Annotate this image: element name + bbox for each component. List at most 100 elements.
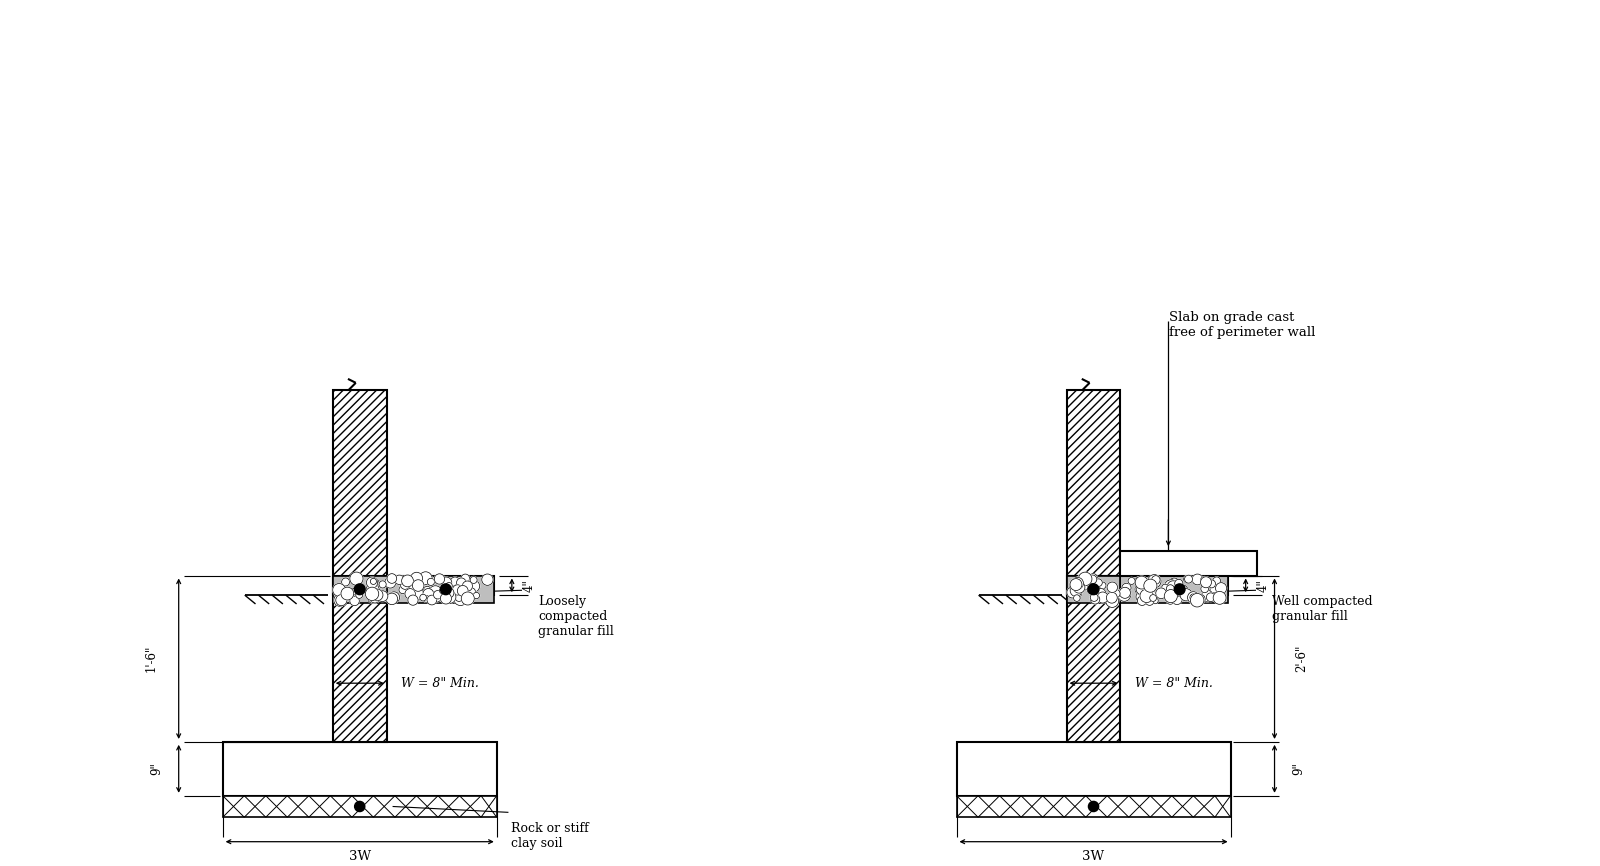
Circle shape (336, 586, 344, 594)
Bar (957, 742, 1230, 796)
Circle shape (341, 587, 354, 600)
Text: 4": 4" (523, 578, 536, 591)
Circle shape (1184, 575, 1192, 583)
Circle shape (1136, 591, 1149, 603)
Circle shape (464, 579, 470, 586)
Circle shape (1166, 596, 1174, 604)
Circle shape (1074, 578, 1083, 585)
Circle shape (1142, 593, 1152, 603)
Circle shape (1096, 589, 1106, 598)
Circle shape (366, 584, 379, 597)
Circle shape (424, 586, 430, 594)
Circle shape (432, 592, 442, 602)
Circle shape (378, 591, 387, 602)
Circle shape (1128, 578, 1134, 585)
Circle shape (368, 578, 379, 589)
Circle shape (1146, 597, 1154, 605)
Circle shape (1106, 594, 1118, 607)
Circle shape (1155, 588, 1166, 598)
Circle shape (461, 592, 474, 605)
Circle shape (1098, 592, 1109, 603)
Circle shape (1088, 585, 1096, 594)
Circle shape (1202, 585, 1208, 592)
Circle shape (1165, 590, 1178, 603)
Circle shape (443, 591, 456, 604)
Circle shape (422, 589, 434, 599)
Circle shape (1118, 588, 1131, 601)
Circle shape (413, 579, 424, 591)
Circle shape (429, 585, 442, 599)
Circle shape (1206, 593, 1214, 602)
Circle shape (1149, 591, 1157, 599)
Circle shape (1179, 589, 1192, 601)
Circle shape (443, 591, 450, 597)
Circle shape (1171, 594, 1182, 604)
Circle shape (440, 593, 451, 604)
Bar (1067, 576, 1120, 603)
Circle shape (429, 591, 438, 600)
Circle shape (1094, 578, 1102, 586)
Circle shape (1134, 584, 1146, 595)
Circle shape (467, 588, 475, 596)
Circle shape (1147, 575, 1162, 588)
Circle shape (461, 574, 469, 583)
Circle shape (474, 592, 480, 598)
Circle shape (1150, 595, 1157, 601)
Circle shape (350, 596, 360, 605)
Circle shape (368, 585, 379, 596)
Circle shape (1074, 590, 1082, 598)
Circle shape (1162, 585, 1168, 591)
Circle shape (371, 589, 382, 601)
Circle shape (366, 577, 378, 588)
Circle shape (1074, 578, 1085, 590)
Circle shape (370, 578, 376, 585)
Circle shape (355, 591, 363, 598)
Circle shape (1216, 583, 1227, 594)
Text: Rock or stiff
clay soil: Rock or stiff clay soil (512, 822, 589, 850)
Circle shape (1107, 582, 1117, 592)
Circle shape (1134, 576, 1149, 589)
Circle shape (1088, 584, 1099, 595)
Circle shape (354, 584, 365, 595)
Circle shape (454, 592, 467, 605)
Circle shape (445, 594, 451, 601)
Circle shape (1166, 585, 1174, 592)
Text: W = 8" Min.: W = 8" Min. (402, 676, 478, 689)
Circle shape (402, 575, 413, 587)
Circle shape (1078, 574, 1088, 585)
Circle shape (408, 595, 418, 605)
Circle shape (470, 577, 477, 584)
Circle shape (1190, 594, 1197, 601)
Circle shape (434, 591, 442, 599)
Text: 3W: 3W (349, 850, 371, 863)
Circle shape (1070, 585, 1082, 597)
Circle shape (398, 586, 406, 594)
Circle shape (1165, 589, 1171, 595)
Circle shape (440, 588, 445, 594)
Circle shape (1184, 575, 1192, 583)
Circle shape (451, 585, 464, 597)
Circle shape (355, 801, 365, 811)
Circle shape (1070, 578, 1082, 591)
Circle shape (446, 583, 453, 589)
Circle shape (1170, 578, 1179, 588)
Text: 4": 4" (1256, 578, 1270, 591)
Circle shape (342, 578, 350, 586)
Circle shape (368, 594, 378, 603)
Text: W = 8" Min.: W = 8" Min. (1134, 676, 1213, 689)
Circle shape (387, 573, 397, 584)
Bar (222, 742, 496, 796)
Circle shape (379, 581, 386, 588)
Bar (1120, 576, 1229, 603)
Circle shape (1090, 573, 1098, 582)
Circle shape (427, 595, 437, 604)
Circle shape (1093, 590, 1106, 603)
Circle shape (1134, 577, 1142, 585)
Circle shape (1189, 596, 1197, 604)
Circle shape (1211, 588, 1224, 601)
Circle shape (1192, 574, 1203, 585)
Circle shape (443, 588, 454, 598)
Circle shape (419, 594, 427, 601)
Circle shape (454, 587, 467, 600)
Circle shape (370, 592, 381, 603)
